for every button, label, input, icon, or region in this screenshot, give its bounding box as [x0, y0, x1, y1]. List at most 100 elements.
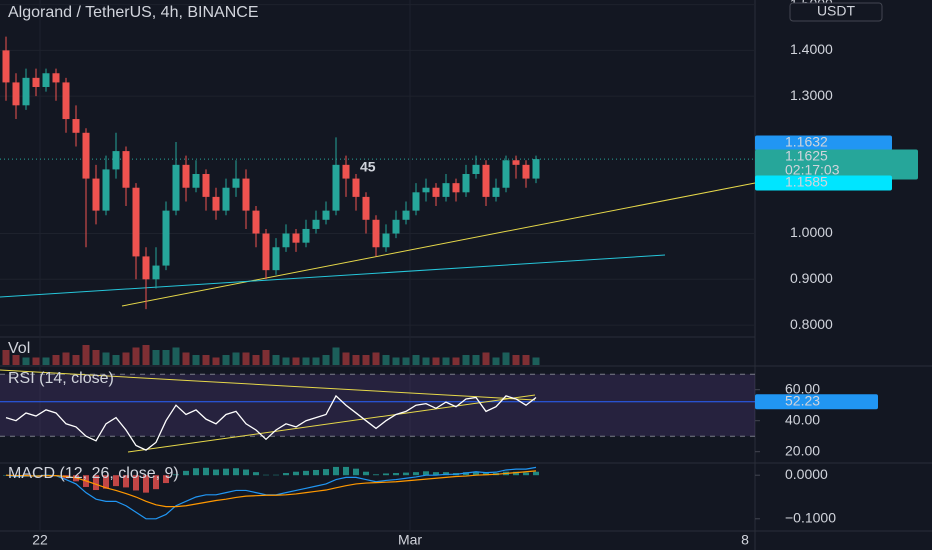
candle-body: [2, 50, 10, 83]
macd-histogram: [383, 473, 389, 476]
rsi-badge: [755, 394, 878, 410]
y-tick-label: 1.3000: [790, 87, 833, 103]
rsi-badge-label: 52.23: [785, 392, 820, 408]
volume-bar: [342, 352, 350, 365]
candle-body: [322, 210, 330, 220]
candle-body: [362, 196, 370, 220]
macd-histogram: [533, 471, 539, 476]
x-tick-label: Mar: [398, 532, 422, 548]
y-tick-label: −0.1000: [785, 509, 836, 525]
volume-bar: [522, 355, 530, 365]
y-tick-label: 20.00: [785, 442, 820, 458]
y-tick-label: 0.9000: [790, 270, 833, 286]
volume-bar: [252, 355, 260, 365]
price-badge-label: 1.1632: [785, 134, 828, 150]
candle-body: [262, 233, 270, 271]
y-tick-label: 1.4000: [790, 41, 833, 57]
candle-body: [292, 233, 300, 243]
candle-body: [422, 187, 430, 193]
rsi-band: [0, 374, 755, 437]
macd-histogram: [103, 475, 109, 489]
candle-body: [112, 151, 120, 170]
volume-bar: [222, 355, 230, 365]
candle-body: [22, 77, 30, 106]
annotation: 45: [360, 159, 376, 175]
candle-body: [512, 160, 520, 165]
trend-line: [0, 254, 666, 298]
volume-bar: [422, 357, 430, 365]
volume-bar: [472, 355, 480, 365]
candle-body: [32, 77, 40, 87]
volume-bar: [192, 355, 200, 365]
candle-body: [462, 173, 470, 193]
rsi-title: RSI (14, close): [8, 370, 114, 387]
candle-body: [312, 219, 320, 229]
volume-bar: [312, 357, 320, 365]
macd-histogram: [153, 475, 159, 490]
currency-box: [789, 2, 883, 22]
trend-line: [127, 394, 536, 453]
macd-histogram: [353, 468, 359, 476]
candle-body: [92, 178, 100, 211]
candle-body: [282, 233, 290, 248]
volume-bar: [212, 357, 220, 365]
macd-histogram: [523, 472, 529, 476]
currency: USDT: [817, 3, 856, 19]
candle-body: [52, 73, 60, 83]
volume-bar: [432, 357, 440, 365]
macd-histogram: [463, 472, 469, 476]
volume-bar: [62, 352, 70, 365]
macd-histogram: [253, 472, 259, 476]
countdown: 02:17:03: [785, 162, 840, 178]
macd-histogram: [123, 475, 129, 488]
macd-histogram: [473, 471, 479, 476]
candle-body: [532, 159, 540, 179]
price-badge: [755, 149, 918, 180]
candle-body: [402, 210, 410, 220]
macd-histogram: [323, 469, 329, 476]
candle-body: [432, 187, 440, 197]
volume-bar: [272, 355, 280, 365]
volume-bar: [142, 345, 150, 365]
price-badge-label: 1.1585: [785, 174, 828, 190]
volume-bar: [512, 355, 520, 365]
candle-body: [252, 210, 260, 234]
volume-bar: [282, 357, 290, 365]
volume-bar: [402, 357, 410, 365]
macd-title: MACD (12, 26, close, 9): [8, 465, 179, 482]
macd-histogram: [393, 473, 399, 476]
volume-bar: [162, 350, 170, 365]
x-tick-label: 8: [741, 532, 749, 548]
candle-body: [492, 187, 500, 197]
candle-body: [392, 219, 400, 234]
volume-bar: [292, 357, 300, 365]
volume-bar: [452, 357, 460, 365]
signal-line: [5, 470, 537, 508]
candle-body: [442, 183, 450, 197]
macd-histogram: [273, 474, 279, 476]
macd-histogram: [93, 475, 99, 491]
macd-histogram: [333, 466, 339, 476]
candle-body: [172, 164, 180, 211]
candle-body: [132, 187, 140, 257]
macd-histogram: [283, 473, 289, 476]
rsi-line: [5, 394, 537, 451]
candle-body: [212, 196, 220, 211]
volume-bar: [362, 355, 370, 365]
candle-body: [382, 233, 390, 248]
volume-title: Vol: [8, 340, 30, 357]
volume-bar: [2, 350, 10, 365]
x-tick-label: 22: [32, 532, 48, 548]
macd-histogram: [233, 468, 239, 476]
candle-body: [162, 210, 170, 266]
price-badge: [755, 175, 892, 191]
candle-body: [42, 73, 50, 87]
macd-histogram: [443, 472, 449, 476]
candle-body: [152, 265, 160, 280]
volume-bar: [372, 352, 380, 365]
volume-bar: [462, 355, 470, 365]
candle-body: [122, 151, 130, 188]
volume-bar: [262, 350, 270, 365]
